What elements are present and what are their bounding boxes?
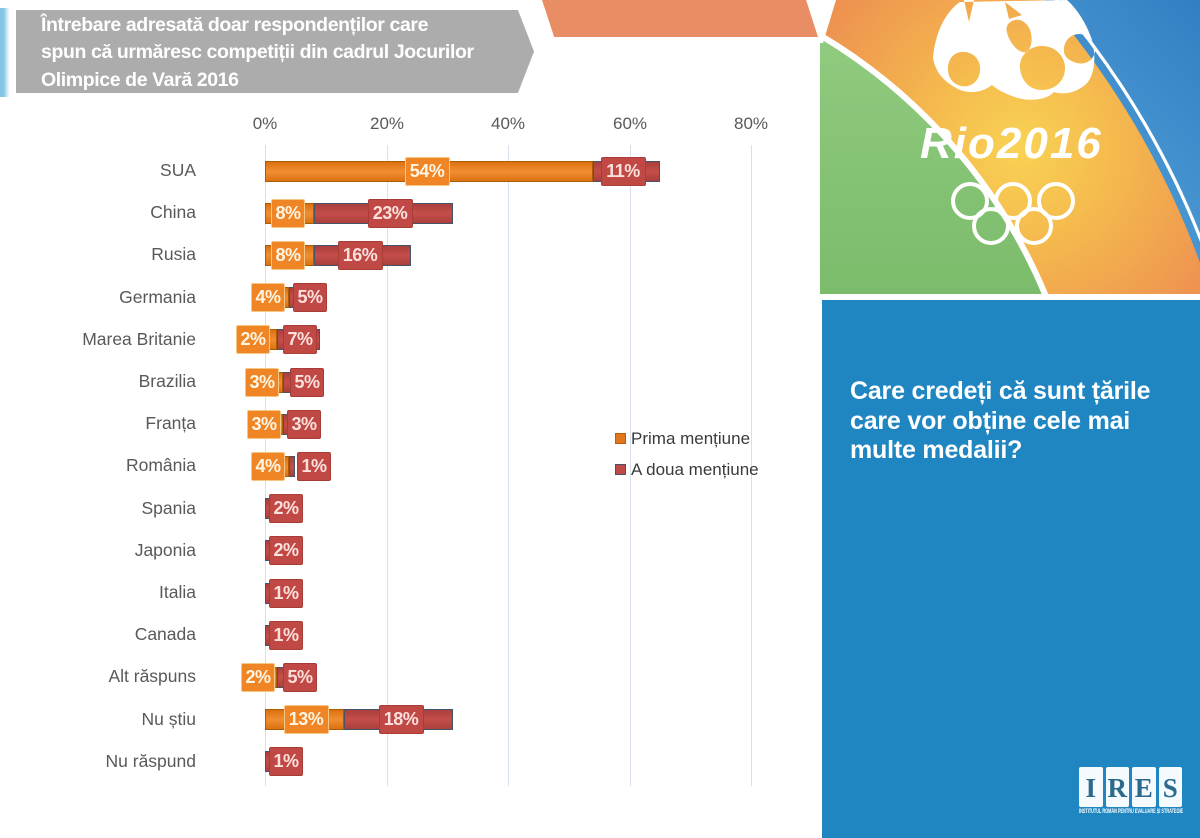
svg-text:Rio2016: Rio2016 (920, 119, 1103, 168)
